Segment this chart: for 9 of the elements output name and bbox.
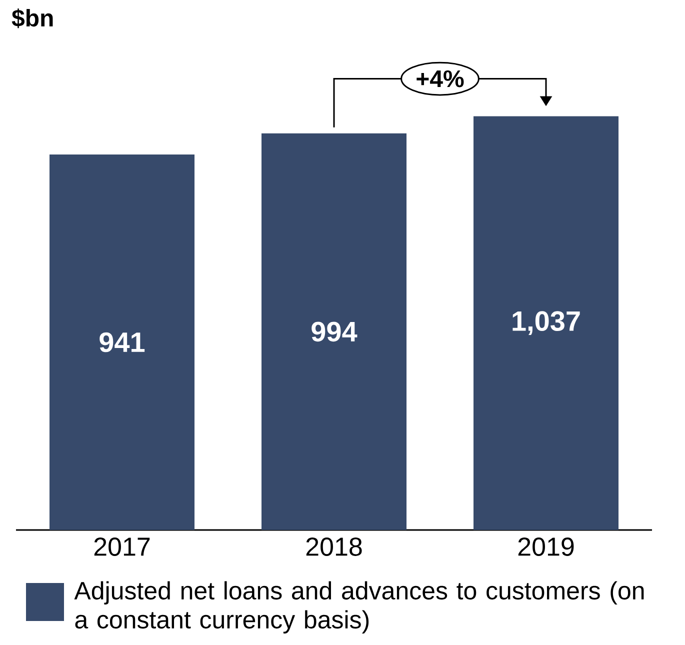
x-tick-label: 2018 (306, 538, 362, 556)
data-label: 994 (312, 322, 358, 342)
data-label: 941 (100, 332, 145, 352)
x-tick-label: 2017 (94, 538, 150, 556)
x-tick-label: 2019 (518, 538, 574, 556)
legend-label: Adjusted net loans and advances to customers (on a constant currency basis) (74, 581, 644, 634)
y-axis-title: $bn (12, 8, 53, 28)
data-label: 1,037 (512, 311, 580, 336)
text: +4% (416, 70, 464, 88)
